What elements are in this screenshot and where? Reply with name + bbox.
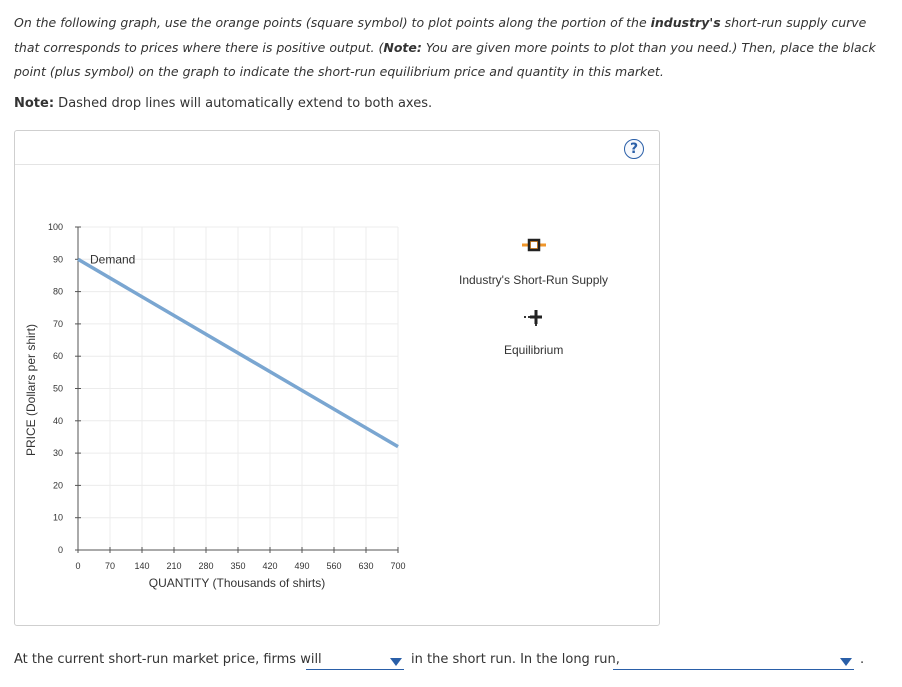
bottom-sentence-start: At the current short-run market price, f… <box>14 652 322 667</box>
y-axis-label: PRICE (Dollars per shirt) <box>24 324 38 456</box>
series: Demand <box>77 252 399 449</box>
chevron-down-icon <box>840 658 852 666</box>
x-tick-label: 630 <box>358 561 373 571</box>
demand-label: Demand <box>90 252 135 266</box>
y-tick-label: 0 <box>58 545 63 555</box>
x-tick-label: 280 <box>198 561 213 571</box>
x-tick-label: 490 <box>294 561 309 571</box>
y-tick-label: 90 <box>53 254 63 264</box>
y-tick-label: 20 <box>53 480 63 490</box>
supply-point-tool[interactable] <box>520 237 548 252</box>
supply-tool-label: Industry's Short-Run Supply <box>459 273 609 287</box>
x-tick-label: 560 <box>326 561 341 571</box>
x-tick-label: 70 <box>105 561 115 571</box>
firms-action-dropdown[interactable] <box>306 656 404 670</box>
graph-panel: ? 0 70 140 210 280 350 420 490 560 630 700 0 10 20 30 4… <box>14 130 660 626</box>
x-tick-label: 140 <box>134 561 149 571</box>
equilibrium-point-tool[interactable] <box>522 307 546 327</box>
y-tick-label: 30 <box>53 448 63 458</box>
y-tick-label: 100 <box>48 222 63 232</box>
y-tick-label: 10 <box>53 513 63 523</box>
x-tick-label: 0 <box>75 561 80 571</box>
orange-square-icon <box>522 238 546 252</box>
orange-square-inner <box>531 242 537 248</box>
x-axis-label: QUANTITY (Thousands of shirts) <box>149 576 326 590</box>
long-run-dropdown[interactable] <box>613 656 854 670</box>
y-tick-label: 80 <box>53 287 63 297</box>
y-tick-label: 70 <box>53 319 63 329</box>
x-tick-label: 210 <box>166 561 181 571</box>
grid <box>78 226 399 550</box>
x-tick-label: 350 <box>230 561 245 571</box>
industry-bold: industry's <box>650 15 721 30</box>
chart[interactable]: 0 70 140 210 280 350 420 490 560 630 700 0 10 20 30 40 5… <box>15 131 659 625</box>
demand-curve <box>77 257 399 449</box>
help-icon[interactable]: ? <box>624 139 644 159</box>
x-tick-label: 420 <box>262 561 277 571</box>
ticks: 0 70 140 210 280 350 420 490 560 630 700 0 10 20 30 40 5… <box>48 222 406 571</box>
bottom-sentence-middle: in the short run. In the long run, <box>411 652 620 667</box>
note-bold: Note: <box>383 39 422 55</box>
instructions: On the following graph, use the orange p… <box>14 15 876 79</box>
x-tick-label: 700 <box>390 561 405 571</box>
equilibrium-tool-label: Equilibrium <box>504 343 564 357</box>
chevron-down-icon <box>390 658 402 666</box>
black-plus-icon <box>524 310 542 327</box>
drop-line-note: Note: Dashed drop lines will automatical… <box>14 96 433 111</box>
y-tick-label: 40 <box>53 416 63 426</box>
bottom-sentence-end: . <box>860 652 865 667</box>
y-tick-label: 60 <box>53 351 63 361</box>
panel-toolbar <box>15 131 659 165</box>
y-tick-label: 50 <box>53 384 63 394</box>
